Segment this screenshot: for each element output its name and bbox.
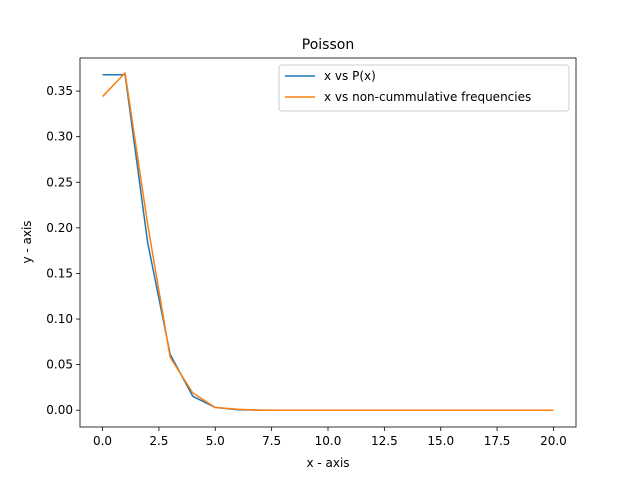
x-tick-label: 10.0 (315, 434, 342, 448)
x-tick-label: 12.5 (371, 434, 398, 448)
legend-label-1: x vs P(x) (324, 69, 376, 83)
x-tick-label: 17.5 (484, 434, 511, 448)
y-tick-label: 0.15 (46, 266, 73, 280)
plot-area (102, 72, 554, 411)
x-axis-label: x - axis (306, 456, 349, 470)
series-line-2 (102, 72, 554, 411)
legend: x vs P(x) x vs non-cummulative frequencie… (278, 64, 570, 112)
y-tick-label: 0.05 (46, 358, 73, 372)
y-tick-label: 0.00 (46, 403, 73, 417)
y-tick-label: 0.25 (46, 175, 73, 189)
x-tick-label: 5.0 (206, 434, 225, 448)
legend-frame (278, 64, 570, 112)
x-tick-label: 20.0 (540, 434, 567, 448)
x-axis: 0.0 2.5 5.0 7.5 10.0 12.5 15.0 17.5 20.0 (93, 427, 567, 448)
x-tick-label: 7.5 (262, 434, 281, 448)
y-axis-label: y - axis (20, 220, 34, 263)
y-tick-label: 0.10 (46, 312, 73, 326)
y-tick-label: 0.30 (46, 130, 73, 144)
y-tick-label: 0.20 (46, 221, 73, 235)
y-tick-label: 0.35 (46, 84, 73, 98)
chart-title: Poisson (302, 37, 354, 53)
x-tick-label: 2.5 (149, 434, 168, 448)
x-tick-label: 0.0 (93, 434, 112, 448)
y-axis: 0.00 0.05 0.10 0.15 0.20 0.25 0.30 0.35 (46, 84, 80, 417)
x-tick-label: 15.0 (427, 434, 454, 448)
legend-label-2: x vs non-cummulative frequencies (324, 90, 531, 104)
